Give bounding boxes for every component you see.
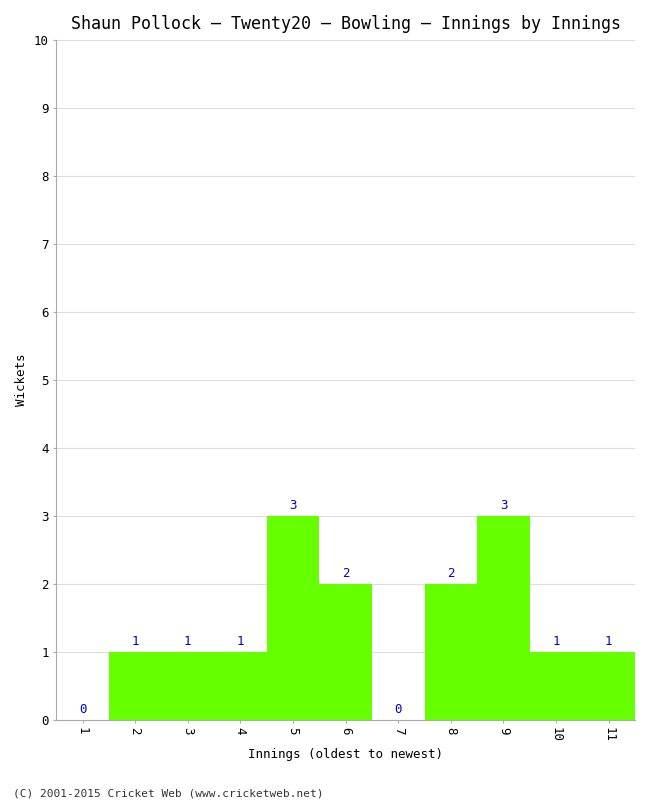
Text: (C) 2001-2015 Cricket Web (www.cricketweb.net): (C) 2001-2015 Cricket Web (www.cricketwe… [13,788,324,798]
Text: 0: 0 [79,702,86,716]
Text: 1: 1 [131,634,139,648]
Bar [109,652,161,720]
Bar [582,652,635,720]
Text: 1: 1 [237,634,244,648]
Bar [424,584,477,720]
Y-axis label: Wickets: Wickets [15,354,28,406]
Bar [319,584,372,720]
Text: 1: 1 [605,634,612,648]
Bar [266,516,319,720]
Text: 2: 2 [342,566,349,580]
Bar [477,516,530,720]
Text: 3: 3 [289,499,297,512]
Bar [214,652,266,720]
Text: 1: 1 [184,634,192,648]
Text: 0: 0 [395,702,402,716]
Title: Shaun Pollock – Twenty20 – Bowling – Innings by Innings: Shaun Pollock – Twenty20 – Bowling – Inn… [71,15,621,33]
Bar [530,652,582,720]
Text: 3: 3 [500,499,507,512]
Bar [161,652,214,720]
Text: 1: 1 [552,634,560,648]
Text: 2: 2 [447,566,454,580]
X-axis label: Innings (oldest to newest): Innings (oldest to newest) [248,748,443,761]
